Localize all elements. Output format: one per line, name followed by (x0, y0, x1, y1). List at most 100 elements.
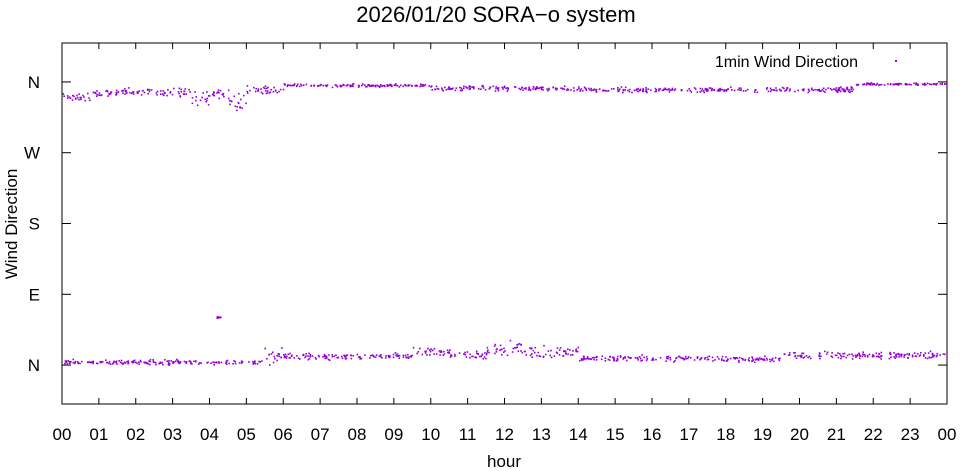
data-point (458, 352, 461, 354)
y-tick-label: W (24, 144, 40, 163)
data-point (604, 89, 607, 92)
data-point (610, 88, 613, 90)
data-point (640, 360, 642, 362)
data-point (331, 86, 334, 89)
data-point (642, 90, 644, 93)
data-point (738, 356, 741, 359)
data-point (820, 355, 822, 358)
data-point (911, 354, 914, 356)
data-point (372, 354, 374, 357)
data-point (384, 357, 387, 359)
data-point (583, 86, 586, 89)
data-point (179, 361, 182, 363)
data-point (162, 363, 164, 366)
data-point (776, 89, 778, 92)
data-point (556, 87, 558, 90)
data-point (518, 87, 520, 90)
data-point (246, 90, 249, 93)
data-point (487, 349, 489, 351)
data-point (108, 362, 110, 365)
data-point (619, 355, 622, 357)
data-point (435, 353, 438, 355)
data-point (794, 354, 797, 357)
data-point (228, 362, 230, 365)
x-tick-label: 08 (348, 425, 367, 444)
data-point (581, 359, 583, 361)
data-point (480, 355, 482, 358)
data-point (606, 90, 608, 92)
data-point (421, 353, 424, 356)
data-point (766, 87, 769, 89)
data-point (168, 360, 170, 362)
data-point (583, 358, 586, 360)
data-point (852, 355, 854, 357)
data-point (77, 362, 79, 365)
data-point (297, 357, 300, 360)
data-point (239, 107, 241, 109)
data-point (527, 89, 530, 91)
data-point (922, 83, 925, 86)
data-point (512, 347, 515, 350)
data-point (480, 88, 482, 90)
data-point (282, 88, 285, 91)
data-point (216, 92, 218, 94)
data-point (402, 85, 404, 88)
data-point (837, 356, 840, 359)
data-point (795, 357, 798, 359)
data-point (100, 94, 103, 96)
data-point (361, 84, 363, 87)
data-point (613, 359, 615, 362)
data-point (593, 358, 595, 361)
data-point (289, 352, 291, 355)
data-point (222, 92, 225, 95)
data-point (200, 362, 202, 364)
data-point (341, 84, 343, 87)
data-point (485, 357, 487, 360)
data-point (442, 90, 444, 92)
data-point (450, 354, 452, 356)
data-point (166, 360, 168, 362)
data-point (555, 351, 558, 354)
data-point (669, 358, 672, 361)
data-point (379, 85, 381, 88)
data-point (172, 361, 174, 363)
data-point (523, 87, 526, 90)
data-point (753, 361, 756, 363)
data-point (935, 355, 938, 358)
data-point (925, 83, 927, 86)
data-point (136, 92, 139, 95)
data-point (625, 359, 628, 362)
data-point (223, 95, 225, 98)
data-point (178, 362, 181, 365)
data-point (272, 361, 275, 364)
data-point (576, 89, 578, 91)
data-point (412, 346, 415, 349)
data-point (169, 90, 172, 93)
data-point (72, 361, 75, 364)
data-point (808, 90, 811, 92)
data-point (493, 345, 496, 347)
data-point (524, 350, 526, 353)
data-point (185, 93, 187, 95)
data-point (505, 87, 507, 90)
data-point (816, 89, 818, 91)
data-point (395, 354, 397, 356)
data-point (439, 351, 442, 353)
data-point (514, 86, 516, 88)
data-point (590, 89, 593, 92)
data-point (138, 363, 140, 365)
data-point (191, 363, 193, 365)
data-point (760, 358, 763, 360)
data-point (880, 358, 882, 360)
y-tick-label: S (29, 215, 40, 234)
data-point (106, 89, 108, 92)
data-point (202, 92, 204, 94)
data-point (547, 350, 550, 352)
data-point (515, 347, 517, 349)
data-point (109, 363, 112, 365)
data-point (144, 361, 147, 364)
data-point (270, 88, 272, 91)
data-point (328, 354, 330, 356)
data-point (863, 353, 866, 356)
data-point (499, 344, 502, 347)
